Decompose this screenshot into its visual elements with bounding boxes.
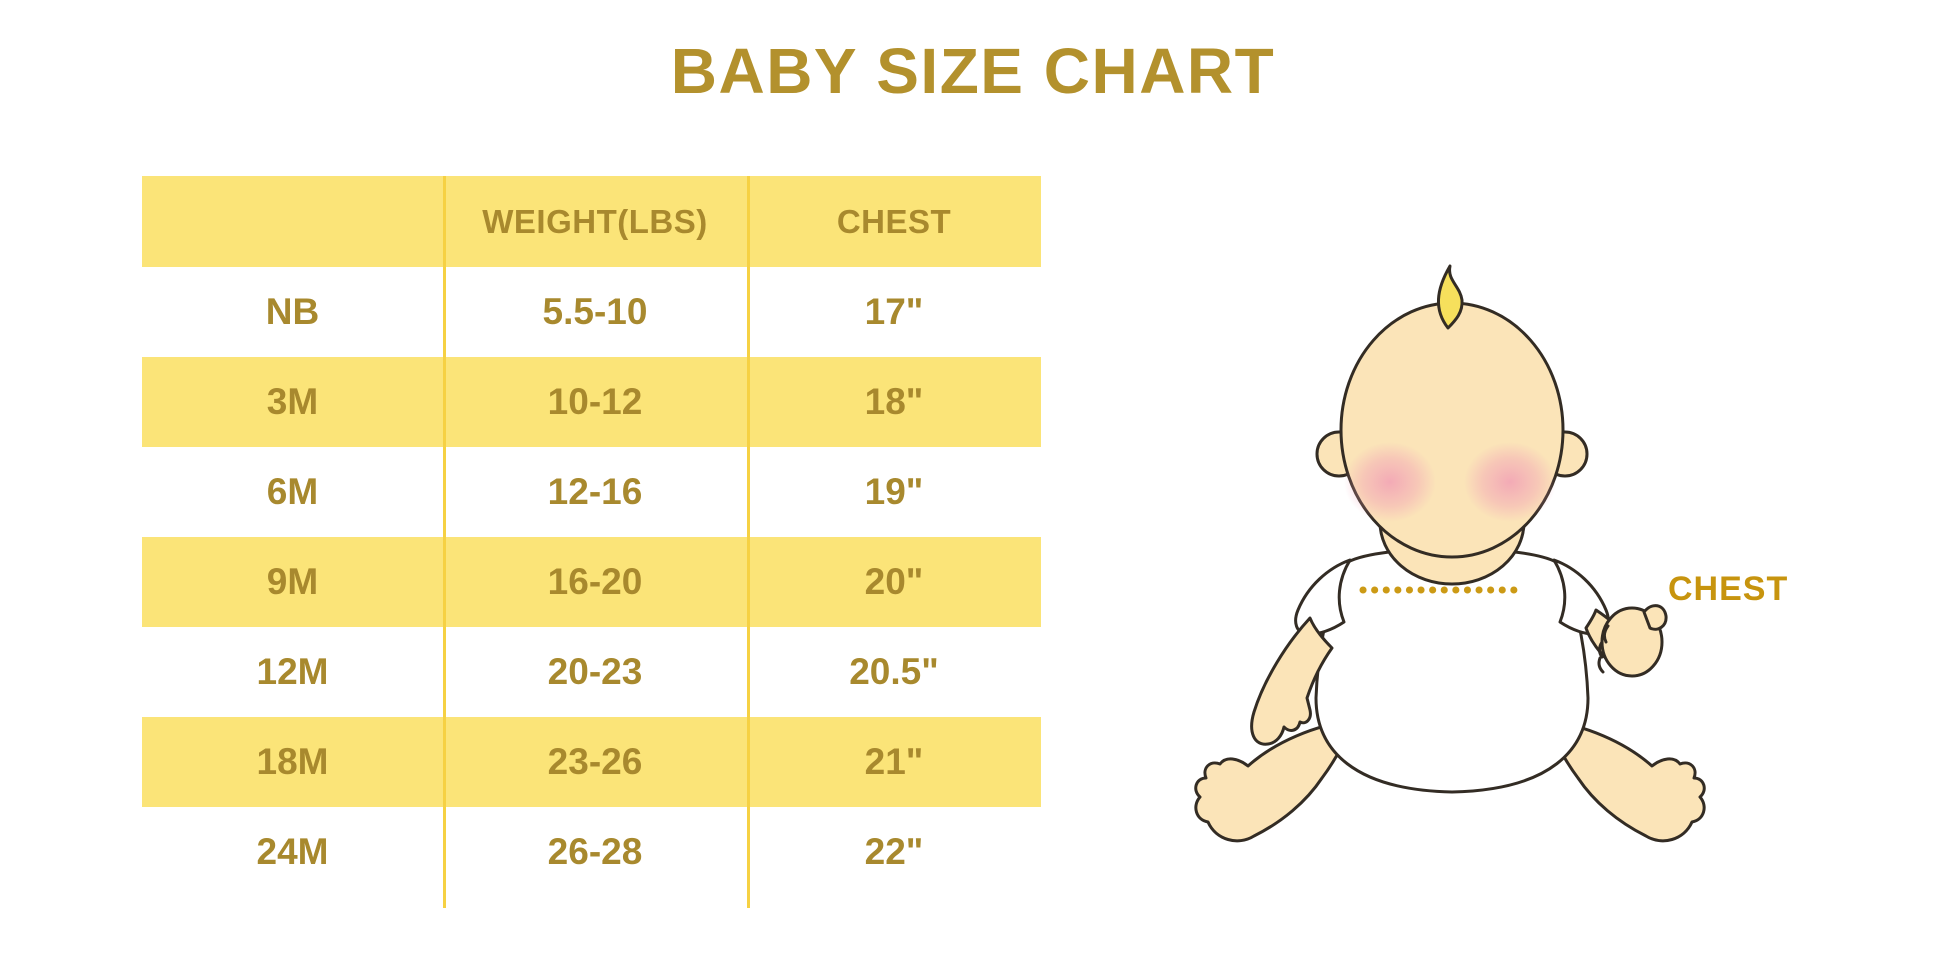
chest-cell: 17" (864, 291, 924, 332)
size-cell: 24M (256, 831, 329, 872)
weight-cell: 26-28 (547, 831, 643, 872)
table-row: 3M 10-12 18" (142, 357, 1041, 447)
chest-cell: 21" (864, 741, 924, 782)
weight-cell: 20-23 (547, 651, 643, 692)
chest-cell: 22" (864, 831, 924, 872)
column-divider-line (443, 176, 446, 908)
chest-header-cell: CHEST (836, 202, 952, 240)
size-cell: 3M (266, 381, 319, 422)
table-row: 24M 26-28 22" (142, 807, 1041, 897)
weight-cell: 16-20 (547, 561, 643, 602)
table-row: 9M 16-20 20" (142, 537, 1041, 627)
baby-legs (1194, 718, 1706, 843)
table-row: 12M 20-23 20.5" (142, 627, 1041, 717)
baby-illustration (1194, 264, 1706, 843)
size-cell: 18M (256, 741, 329, 782)
weight-cell: 12-16 (547, 471, 643, 512)
baby-cheeks (1344, 442, 1556, 522)
table-row: NB 5.5-10 17" (142, 267, 1041, 357)
chest-cell: 20.5" (849, 651, 939, 692)
chest-label: CHEST (1668, 570, 1789, 608)
weight-header-cell: WEIGHT(LBS) (482, 202, 708, 240)
size-cell: 6M (266, 471, 319, 512)
baby-hair-curl (1436, 264, 1464, 330)
size-table: WEIGHT(LBS) CHEST NB 5.5-10 17" 3M 10-12 18" 6… (142, 176, 1041, 897)
size-cell: NB (265, 291, 320, 332)
page-title: BABY SIZE CHART (670, 35, 1276, 107)
chest-cell: 19" (864, 471, 924, 512)
weight-cell: 23-26 (547, 741, 643, 782)
size-cell: 9M (266, 561, 319, 602)
size-header-cell (142, 176, 443, 267)
chest-cell: 20" (864, 561, 924, 602)
table-rows: NB 5.5-10 17" 3M 10-12 18" 6M 12-16 19" 9M 16-20 20… (142, 267, 1041, 897)
column-divider-line (747, 176, 750, 908)
weight-cell: 5.5-10 (542, 291, 648, 332)
chest-cell: 18" (864, 381, 924, 422)
size-cell: 12M (256, 651, 329, 692)
baby-arms (1250, 604, 1668, 746)
table-row: 18M 23-26 21" (142, 717, 1041, 807)
weight-cell: 10-12 (547, 381, 643, 422)
table-header-row: WEIGHT(LBS) CHEST (142, 176, 1041, 267)
table-row: 6M 12-16 19" (142, 447, 1041, 537)
